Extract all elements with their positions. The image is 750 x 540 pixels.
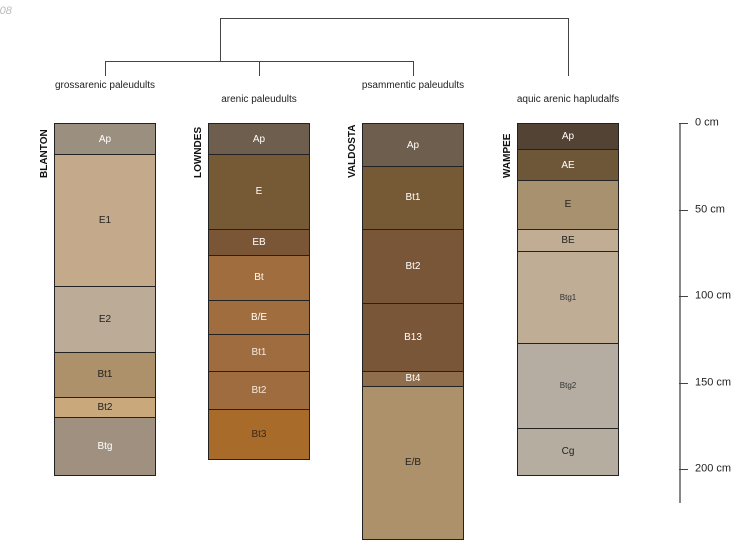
- corner-text: -08: [0, 5, 12, 17]
- horizon: Bt2: [54, 396, 156, 418]
- axis-tick: [679, 209, 688, 211]
- horizon: Bt1: [208, 334, 310, 371]
- horizon: Ap: [517, 123, 619, 149]
- horizon: BE: [517, 228, 619, 252]
- depth-axis: [679, 123, 681, 503]
- horizon: E: [517, 180, 619, 229]
- profile-name: VALDOSTA: [347, 124, 358, 178]
- horizon: E/B: [362, 386, 464, 540]
- taxon-label: psammentic paleudults: [361, 80, 465, 91]
- taxon-label: arenic paleudults: [221, 94, 297, 105]
- axis-tick-label: 0 cm: [695, 116, 719, 129]
- profile-name: LOWNDES: [193, 126, 204, 178]
- horizon: Bt2: [362, 228, 464, 304]
- horizon: B/E: [208, 299, 310, 335]
- dendro-leaf-3: [413, 61, 414, 76]
- axis-tick-label: 100 cm: [695, 289, 732, 302]
- horizon: E: [208, 154, 310, 229]
- horizon: Ap: [362, 123, 464, 167]
- axis-tick-label: 50 cm: [695, 202, 725, 215]
- horizon: Cg: [517, 427, 619, 476]
- horizon: Ap: [54, 123, 156, 155]
- horizon: Bt2: [208, 370, 310, 409]
- profile-name: BLANTON: [39, 129, 50, 178]
- horizon: EB: [208, 228, 310, 255]
- axis-tick: [679, 382, 688, 384]
- horizon: AE: [517, 148, 619, 181]
- axis-tick: [679, 296, 688, 298]
- profile-name: WAMPEE: [502, 133, 513, 178]
- dendro-leaf-1: [105, 61, 106, 76]
- dendro-top-bar: [220, 18, 569, 19]
- axis-tick: [679, 469, 688, 471]
- dendro-leaf-2: [259, 61, 260, 76]
- dendro-left-stem: [220, 18, 221, 61]
- taxon-label: grossarenic paleudults: [54, 80, 156, 91]
- horizon: B13: [362, 303, 464, 371]
- taxon-label: aquic arenic hapludalfs: [516, 94, 620, 105]
- horizon: Bt1: [362, 166, 464, 229]
- horizon: Bt3: [208, 408, 310, 460]
- axis-tick: [679, 123, 688, 124]
- horizon: Bt1: [54, 351, 156, 397]
- axis-tick-label: 200 cm: [695, 462, 732, 475]
- horizon: E1: [54, 154, 156, 286]
- horizon: Btg2: [517, 342, 619, 428]
- horizon: Bt: [208, 254, 310, 300]
- horizon: E2: [54, 285, 156, 352]
- horizon: Bt4: [362, 370, 464, 387]
- horizon: Ap: [208, 123, 310, 155]
- horizon: Btg: [54, 417, 156, 476]
- horizon: Btg1: [517, 251, 619, 343]
- axis-tick-label: 150 cm: [695, 376, 732, 389]
- dendro-right-stem: [568, 18, 569, 76]
